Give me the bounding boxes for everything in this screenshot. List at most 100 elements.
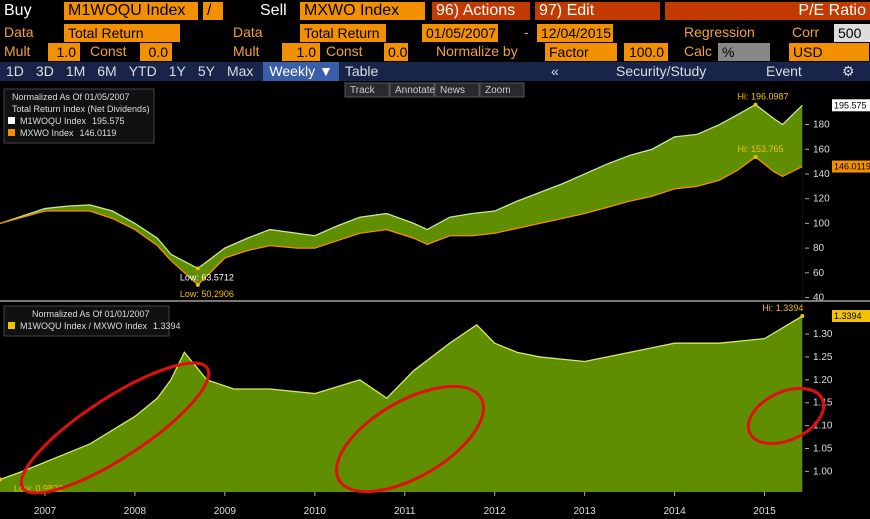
field[interactable]: 1.0	[282, 43, 320, 61]
y-tick-label: 1.20	[813, 375, 833, 386]
legend-box	[3, 88, 155, 144]
range-button[interactable]: 3D	[35, 63, 54, 79]
field[interactable]: 100.0	[624, 43, 668, 61]
event-button[interactable]: Event	[766, 63, 802, 79]
label: Const	[326, 43, 363, 59]
field[interactable]: %	[718, 43, 770, 61]
range-button[interactable]: 5Y	[197, 63, 215, 79]
checkbox-label[interactable]: Regression	[684, 24, 755, 40]
range-button[interactable]: Table	[344, 63, 379, 79]
label: Buy	[4, 2, 32, 19]
annotation: Low: 50.2906	[180, 289, 234, 299]
series-line	[0, 156, 803, 286]
x-tick-label: 2013	[574, 506, 597, 517]
series-line	[0, 103, 803, 270]
legend-swatch	[8, 129, 15, 136]
legend-entry: M1WOQU Index	[20, 116, 87, 126]
range-button[interactable]: 6M	[97, 63, 117, 79]
y-tick-label: 1.00	[813, 466, 833, 477]
label: Calc	[684, 43, 713, 59]
range-button[interactable]: 1M	[65, 63, 86, 79]
annotation-dot	[0, 477, 2, 482]
y-tick-label: 40	[813, 293, 825, 304]
last-value: 195.575	[834, 100, 867, 110]
actions-button[interactable]: 96) Actions	[432, 2, 530, 20]
field[interactable]: 1.0	[48, 43, 80, 61]
y-tick-label: 1.25	[813, 352, 833, 363]
range-button[interactable]: 1D	[6, 63, 24, 79]
edit-button[interactable]: 97) Edit	[535, 2, 660, 20]
highlight-ellipse	[746, 386, 826, 446]
annotation-dot	[195, 266, 200, 271]
highlight-ellipse	[334, 384, 486, 494]
checkbox-label[interactable]: Normalize by	[436, 43, 518, 59]
annotation-dot	[753, 102, 758, 107]
field[interactable]: Total Return	[300, 24, 386, 42]
legend-title: Normalized As Of 01/05/2007	[12, 92, 130, 102]
range-button[interactable]: YTD	[128, 63, 157, 79]
tool-button	[434, 82, 480, 98]
tool-button	[344, 82, 390, 98]
tool-label[interactable]: Zoom	[485, 85, 511, 96]
y-tick-label: 120	[813, 194, 830, 205]
y-tick-label: 160	[813, 144, 830, 155]
operator-field[interactable]: /	[203, 2, 223, 20]
legend-box	[3, 305, 170, 337]
security-field[interactable]: MXWO Index	[300, 2, 425, 20]
settings-button[interactable]: ⚙	[842, 63, 855, 79]
legend-value: 1.3394	[153, 321, 181, 331]
field[interactable]: 0.0	[140, 43, 172, 61]
x-tick-label: 2014	[663, 506, 686, 517]
x-tick-label: 2011	[394, 506, 416, 517]
tool-button	[479, 82, 525, 98]
annotation: Hi: 153.765	[738, 144, 784, 154]
last-value-tag	[832, 99, 870, 112]
field[interactable]: 500	[834, 24, 870, 42]
y-tick-label: 180	[813, 120, 830, 131]
last-value-tag	[832, 310, 870, 323]
label: Const	[90, 43, 127, 59]
annotation-dot	[800, 314, 805, 319]
legend-entry: MXWO Index	[20, 128, 74, 138]
y-tick-label: 60	[813, 268, 825, 279]
tool-label[interactable]: News	[440, 85, 465, 96]
field[interactable]: Total Return	[64, 24, 180, 42]
highlight-ellipse	[19, 361, 211, 495]
back-button[interactable]: «	[551, 63, 559, 79]
ratio-button[interactable]: P/E Ratio	[665, 2, 870, 20]
field[interactable]: USD	[789, 43, 869, 61]
legend-swatch	[8, 322, 15, 329]
legend: Normalized As Of 01/05/2007 Total Return …	[3, 88, 155, 144]
series-line	[0, 315, 803, 481]
security-field[interactable]: M1WOQU Index	[64, 2, 198, 20]
label: Sell	[260, 2, 287, 19]
y-tick-label: 140	[813, 169, 830, 180]
annotation: Hi: 1.3394	[762, 303, 803, 313]
annotation: Hi: 196.0987	[738, 92, 789, 102]
field[interactable]: 0.0	[384, 43, 408, 61]
x-tick-label: 2008	[124, 506, 147, 517]
range-button[interactable]: 1Y	[168, 63, 186, 79]
date-field[interactable]: 01/05/2007	[422, 24, 498, 42]
tool-label[interactable]: Annotate	[395, 85, 435, 96]
checkbox-label[interactable]: Corr	[792, 24, 820, 40]
date-field[interactable]: 12/04/2015	[537, 24, 613, 42]
area-fill	[0, 316, 803, 492]
x-tick-label: 2015	[753, 506, 776, 517]
range-button[interactable]: Weekly ▼	[263, 62, 339, 81]
legend-value: 146.0119	[80, 128, 117, 138]
field[interactable]: Factor	[545, 43, 617, 61]
range-button[interactable]: Max	[226, 63, 254, 79]
label: Mult	[4, 43, 31, 59]
y-tick-label: 1.30	[813, 329, 833, 340]
study-button[interactable]: Security/Study	[616, 63, 707, 79]
x-tick-label: 2010	[304, 506, 327, 517]
legend: Normalized As Of 01/01/2007 M1WOQU Index …	[3, 305, 181, 337]
area-fill	[0, 156, 803, 300]
label: Data	[4, 24, 34, 40]
legend-subtitle: Total Return Index (Net Dividends)	[12, 104, 150, 114]
x-tick-label: 2009	[214, 506, 237, 517]
tool-label[interactable]: Track	[350, 85, 376, 96]
y-tick-label: 100	[813, 218, 830, 229]
